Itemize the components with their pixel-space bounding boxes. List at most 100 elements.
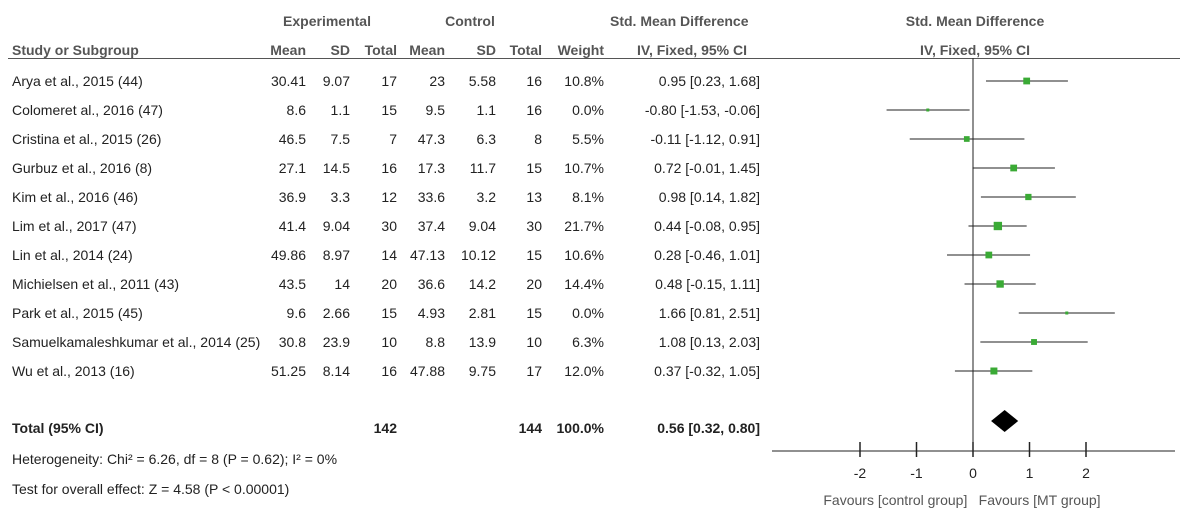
mean-e-column-header: Mean bbox=[270, 42, 306, 58]
sd-e-cell: 2.66 bbox=[322, 305, 350, 321]
weight-cell: 10.7% bbox=[564, 160, 604, 176]
total-c-cell: 20 bbox=[526, 276, 542, 292]
mean-e-cell: 49.86 bbox=[270, 247, 306, 263]
sd-c-cell: 11.7 bbox=[469, 160, 496, 176]
favours-left-label: Favours [control group] bbox=[823, 492, 967, 508]
sd-e-cell: 9.07 bbox=[322, 73, 350, 89]
sd-c-cell: 13.9 bbox=[468, 334, 496, 350]
mean-e-cell: 41.4 bbox=[278, 218, 306, 234]
sd-e-cell: 14 bbox=[334, 276, 350, 292]
study-name: Kim et al., 2016 (46) bbox=[12, 189, 139, 205]
mean-e-cell: 46.5 bbox=[278, 131, 306, 147]
sd-c-cell: 10.12 bbox=[460, 247, 496, 263]
study-name: Wu et al., 2013 (16) bbox=[12, 363, 135, 379]
sd-e-column-header: SD bbox=[330, 42, 350, 58]
favours-right-label: Favours [MT group] bbox=[979, 492, 1101, 508]
sd-e-cell: 1.1 bbox=[330, 102, 350, 118]
total-c-cell: 30 bbox=[526, 218, 542, 234]
total-e-cell: 15 bbox=[381, 102, 397, 118]
ci-cell: 0.95 [0.23, 1.68] bbox=[658, 73, 760, 89]
weight-cell: 12.0% bbox=[564, 363, 604, 379]
study-name: Gurbuz et al., 2016 (8) bbox=[12, 160, 153, 176]
sd-c-cell: 5.58 bbox=[468, 73, 496, 89]
ci-cell: 0.48 [-0.15, 1.11] bbox=[655, 276, 760, 292]
sd-c-column-header: SD bbox=[476, 42, 496, 58]
smd-ci-column-header: IV, Fixed, 95% CI bbox=[637, 42, 747, 58]
total-c-cell: 15 bbox=[526, 305, 542, 321]
x-axis-tick-label: 2 bbox=[1082, 465, 1090, 481]
study-point bbox=[996, 280, 1004, 288]
total-e-cell: 15 bbox=[381, 305, 397, 321]
weight-cell: 0.0% bbox=[572, 305, 604, 321]
total-c-cell: 10 bbox=[526, 334, 542, 350]
ci-cell: -0.80 [-1.53, -0.06] bbox=[644, 102, 760, 118]
mean-c-cell: 9.5 bbox=[425, 102, 445, 118]
mean-e-cell: 30.41 bbox=[270, 73, 306, 89]
mean-e-cell: 9.6 bbox=[286, 305, 306, 321]
total-e-cell: 12 bbox=[381, 189, 397, 205]
overall-effect-text: Test for overall effect: Z = 4.58 (P < 0… bbox=[12, 481, 290, 497]
total-e-column-header: Total bbox=[364, 42, 397, 58]
total-e-value: 142 bbox=[373, 420, 397, 436]
weight-cell: 10.6% bbox=[564, 247, 604, 263]
total-c-cell: 13 bbox=[526, 189, 542, 205]
ci-cell: 0.98 [0.14, 1.82] bbox=[658, 189, 760, 205]
x-axis-tick-label: -2 bbox=[854, 465, 867, 481]
heterogeneity-text: Heterogeneity: Chi² = 6.26, df = 8 (P = … bbox=[12, 451, 338, 467]
ci-cell: 0.37 [-0.32, 1.05] bbox=[654, 363, 760, 379]
mean-c-cell: 37.4 bbox=[417, 218, 445, 234]
sd-c-cell: 1.1 bbox=[476, 102, 496, 118]
weight-column-header: Weight bbox=[557, 42, 604, 58]
total-c-cell: 17 bbox=[526, 363, 542, 379]
total-e-cell: 10 bbox=[381, 334, 397, 350]
ci-cell: 0.72 [-0.01, 1.45] bbox=[654, 160, 760, 176]
weight-cell: 21.7% bbox=[564, 218, 604, 234]
sd-e-cell: 23.9 bbox=[322, 334, 350, 350]
pooled-diamond bbox=[991, 410, 1019, 432]
study-name: Cristina et al., 2015 (26) bbox=[12, 131, 162, 147]
study-name: Arya et al., 2015 (44) bbox=[12, 73, 143, 89]
mean-e-cell: 8.6 bbox=[286, 102, 306, 118]
study-point bbox=[963, 136, 970, 142]
study-point bbox=[985, 251, 993, 259]
ci-cell: 1.66 [0.81, 2.51] bbox=[658, 305, 760, 321]
mean-c-cell: 47.88 bbox=[409, 363, 445, 379]
sd-e-cell: 14.5 bbox=[322, 160, 350, 176]
study-point bbox=[1023, 77, 1031, 85]
total-c-cell: 16 bbox=[526, 102, 542, 118]
study-point bbox=[1065, 311, 1069, 315]
total-c-cell: 8 bbox=[534, 131, 542, 147]
total-e-cell: 7 bbox=[389, 131, 397, 147]
mean-c-cell: 33.6 bbox=[417, 189, 445, 205]
sd-c-cell: 14.2 bbox=[468, 276, 496, 292]
ci-cell: 0.44 [-0.08, 0.95] bbox=[654, 218, 760, 234]
total-e-cell: 20 bbox=[381, 276, 397, 292]
study-column-header: Study or Subgroup bbox=[12, 42, 139, 58]
x-axis-tick-label: 0 bbox=[969, 465, 977, 481]
study-point bbox=[1025, 193, 1032, 201]
mean-c-cell: 4.93 bbox=[417, 305, 445, 321]
sd-e-cell: 8.14 bbox=[322, 363, 350, 379]
x-axis-tick-label: -1 bbox=[910, 465, 923, 481]
mean-e-cell: 51.25 bbox=[270, 363, 306, 379]
x-axis-tick-label: 1 bbox=[1026, 465, 1034, 481]
weight-cell: 0.0% bbox=[572, 102, 604, 118]
total-weight-value: 100.0% bbox=[556, 420, 604, 436]
total-e-cell: 17 bbox=[381, 73, 397, 89]
mean-c-cell: 47.3 bbox=[417, 131, 445, 147]
total-c-column-header: Total bbox=[509, 42, 542, 58]
smd-plot-subheader: IV, Fixed, 95% CI bbox=[920, 42, 1030, 58]
study-name: Lim et al., 2017 (47) bbox=[12, 218, 137, 234]
total-e-cell: 16 bbox=[381, 363, 397, 379]
sd-c-cell: 9.75 bbox=[468, 363, 496, 379]
study-name: Lin et al., 2014 (24) bbox=[12, 247, 133, 263]
total-e-cell: 30 bbox=[381, 218, 397, 234]
sd-e-cell: 8.97 bbox=[322, 247, 350, 263]
weight-cell: 8.1% bbox=[572, 189, 604, 205]
mean-c-cell: 36.6 bbox=[417, 276, 445, 292]
ci-cell: 1.08 [0.13, 2.03] bbox=[658, 334, 760, 350]
mean-c-column-header: Mean bbox=[409, 42, 445, 58]
mean-c-cell: 47.13 bbox=[409, 247, 445, 263]
mean-e-cell: 30.8 bbox=[278, 334, 306, 350]
